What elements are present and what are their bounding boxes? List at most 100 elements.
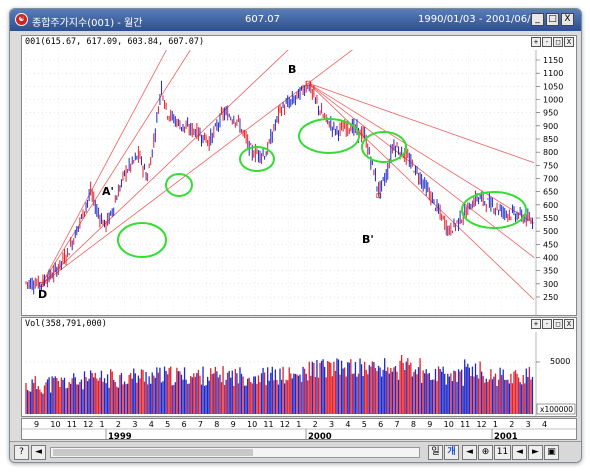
highlight-circles [117, 118, 527, 258]
forward-button[interactable]: ► [528, 445, 543, 460]
month-tick-label: 7 [395, 420, 400, 429]
title-price: 607.07 [245, 14, 280, 25]
price-tick-label: 1000 [543, 96, 563, 105]
prev-button[interactable]: ◄ [462, 445, 477, 460]
month-tick-label: 2 [509, 420, 514, 429]
month-tick-label: 1 [493, 420, 498, 429]
minimize-button[interactable]: _ [531, 13, 544, 26]
pane-add-button[interactable]: + [531, 37, 541, 47]
price-tick-label: 300 [543, 280, 558, 289]
trend-lines [39, 50, 535, 300]
zoom-button[interactable]: ⊕ [478, 445, 493, 460]
volume-bars [25, 355, 534, 414]
month-tick-label: 4 [149, 420, 154, 429]
price-tick-label: 800 [543, 148, 558, 157]
bottom-toolbar: ? ◄ 일 개 ◄ ⊕ 11 ◄ ► ▣ [10, 441, 581, 462]
help-button[interactable]: ? [14, 445, 29, 460]
month-tick-label: 9 [34, 420, 39, 429]
volume-pane-values: Vol(358,791,000) [25, 319, 107, 329]
month-tick-label: 4 [345, 420, 350, 429]
label-b: B [288, 63, 296, 76]
year-tick-label: 2001 [494, 432, 518, 440]
month-tick-label: 11 [263, 420, 273, 429]
scroll-thumb[interactable] [53, 449, 253, 456]
price-tick-label: 350 [543, 267, 558, 276]
month-tick-label: 12 [83, 420, 93, 429]
title-date-range: 1990/01/03 - 2001/06/01 [418, 14, 544, 25]
price-tick-label: 700 [543, 175, 558, 184]
price-tick-label: 750 [543, 161, 558, 170]
volume-chart[interactable]: 5000 x100000 [22, 332, 576, 416]
settings-button[interactable]: ▣ [544, 445, 559, 460]
scroll-left-button[interactable]: ◄ [31, 445, 46, 460]
pane-add-button[interactable]: + [531, 319, 541, 329]
price-tick-label: 900 [543, 122, 558, 131]
price-tick-label: 1050 [543, 82, 563, 91]
price-pane-buttons: + - □ X [530, 37, 574, 50]
pane-remove-button[interactable]: - [542, 319, 552, 329]
price-pane-values: 001(615.67, 617.09, 603.84, 607.07) [25, 37, 205, 47]
month-tick-label: 11 [67, 420, 77, 429]
volume-pane: Vol(358,791,000) + - □ X 5000 x100000 [21, 317, 577, 417]
volume-pane-header: Vol(358,791,000) + - □ X [22, 318, 576, 331]
month-tick-label: 10 [247, 420, 257, 429]
month-tick-label: 2 [313, 420, 318, 429]
month-tick-label: 3 [526, 420, 531, 429]
pane-maximize-button[interactable]: □ [553, 37, 563, 47]
title-bar[interactable]: ☯ 종합주가지수(001) - 월간 607.07 1990/01/03 - 2… [10, 9, 581, 31]
price-tick-label: 600 [543, 201, 558, 210]
x-axis: 9 10 11 12 1 2 3 4 5 6 7 8 9 10 11 12 1 2 3 4 5 6 7 8 9 10 11 12 1 2 3… [21, 418, 577, 440]
month-tick-label: 6 [181, 420, 186, 429]
month-tick-label: 11 [460, 420, 470, 429]
close-button[interactable]: X [561, 13, 574, 26]
price-tick-label: 1100 [543, 69, 563, 78]
pane-close-button[interactable]: X [564, 319, 574, 329]
back-button[interactable]: ◄ [512, 445, 527, 460]
month-tick-label: 9 [427, 420, 432, 429]
price-tick-label: 250 [543, 293, 558, 302]
daily-button[interactable]: 일 [428, 445, 443, 460]
month-tick-label: 1 [100, 420, 105, 429]
price-tick-label: 550 [543, 214, 558, 223]
volume-tick-5000: 5000 [550, 357, 570, 366]
candles [25, 80, 533, 295]
app-icon: ☯ [15, 13, 28, 26]
price-pane-header: 001(615.67, 617.09, 603.84, 607.07) + - □ X [22, 36, 576, 49]
price-tick-label: 950 [543, 109, 558, 118]
count-button[interactable]: 11 [494, 445, 511, 460]
month-tick-label: 4 [542, 420, 547, 429]
month-tick-label: 9 [231, 420, 236, 429]
price-pane: 001(615.67, 617.09, 603.84, 607.07) + - □ X… [21, 35, 577, 316]
month-tick-label: 5 [165, 420, 170, 429]
volume-pane-buttons: + - □ X [530, 319, 574, 332]
price-chart[interactable]: 1150 1100 1050 1000 950 900 850 800 750 700 650 600… [22, 50, 576, 315]
label-d: D [38, 288, 47, 301]
price-tick-label: 650 [543, 188, 558, 197]
month-tick-label: 1 [296, 420, 301, 429]
chart-window: ☯ 종합주가지수(001) - 월간 607.07 1990/01/03 - 2… [9, 8, 582, 463]
label-a-prime: A' [102, 185, 114, 198]
month-tick-label: 12 [280, 420, 290, 429]
pane-close-button[interactable]: X [564, 37, 574, 47]
maximize-button[interactable]: □ [546, 13, 559, 26]
month-tick-label: 8 [411, 420, 416, 429]
month-tick-label: 7 [198, 420, 203, 429]
month-tick-label: 10 [444, 420, 454, 429]
price-tick-label: 450 [543, 240, 558, 249]
month-tick-label: 3 [132, 420, 137, 429]
pane-maximize-button[interactable]: □ [553, 319, 563, 329]
month-tick-label: 5 [362, 420, 367, 429]
price-tick-label: 1150 [543, 56, 563, 65]
month-tick-label: 12 [476, 420, 486, 429]
horizontal-scrollbar[interactable] [50, 447, 420, 458]
month-tick-label: 3 [329, 420, 334, 429]
volume-unit-label: x100000 [540, 405, 573, 414]
year-tick-label: 1999 [108, 432, 132, 440]
pane-remove-button[interactable]: - [542, 37, 552, 47]
month-tick-label: 2 [116, 420, 121, 429]
monthly-button[interactable]: 개 [444, 445, 459, 460]
year-tick-label: 2000 [308, 432, 332, 440]
label-b-prime: B' [362, 233, 374, 246]
month-tick-label: 6 [378, 420, 383, 429]
price-tick-label: 500 [543, 227, 558, 236]
